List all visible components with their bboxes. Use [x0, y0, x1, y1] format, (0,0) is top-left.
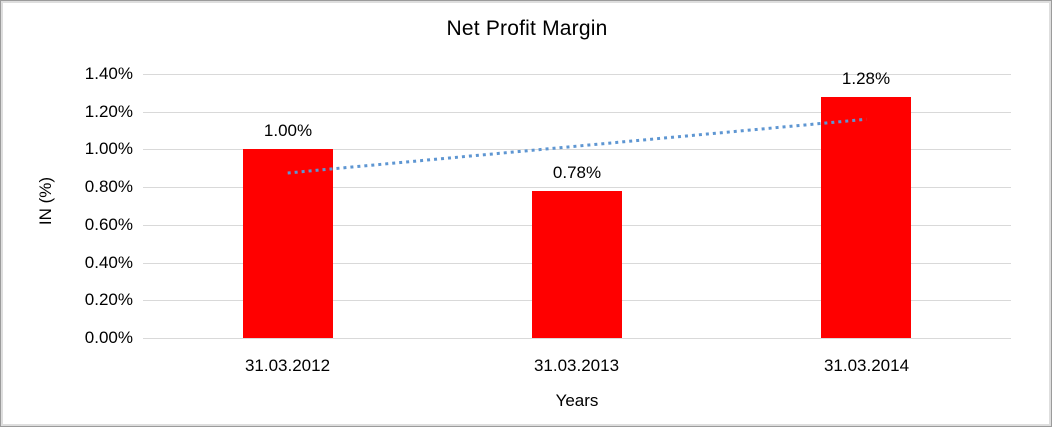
- y-tick-label: 0.20%: [84, 290, 133, 309]
- y-tick-label: 1.20%: [84, 102, 133, 121]
- bar-31.03.2014: [821, 97, 911, 338]
- y-tick-label: 0.40%: [84, 253, 133, 272]
- y-gridline: [143, 338, 1011, 339]
- chart-title: Net Profit Margin: [446, 17, 608, 40]
- bar-31.03.2013: [532, 191, 622, 338]
- y-tick-label: 0.60%: [84, 215, 133, 234]
- y-gridline: [143, 74, 1011, 75]
- y-tick-label: 1.40%: [84, 64, 133, 83]
- x-tick-label: 31.03.2013: [533, 356, 620, 375]
- bar-data-label: 1.00%: [263, 121, 313, 140]
- y-tick-label: 0.00%: [84, 328, 133, 347]
- x-axis-title: Years: [555, 391, 599, 410]
- y-gridline: [143, 187, 1011, 188]
- bar-data-label: 1.28%: [841, 69, 891, 88]
- x-tick-label: 31.03.2012: [244, 356, 331, 375]
- bar-31.03.2012: [243, 149, 333, 338]
- y-gridline: [143, 112, 1011, 113]
- bar-data-label: 0.78%: [552, 163, 602, 182]
- y-tick-label: 0.80%: [84, 177, 133, 196]
- x-tick-label: 31.03.2014: [823, 356, 910, 375]
- y-tick-label: 1.00%: [84, 139, 133, 158]
